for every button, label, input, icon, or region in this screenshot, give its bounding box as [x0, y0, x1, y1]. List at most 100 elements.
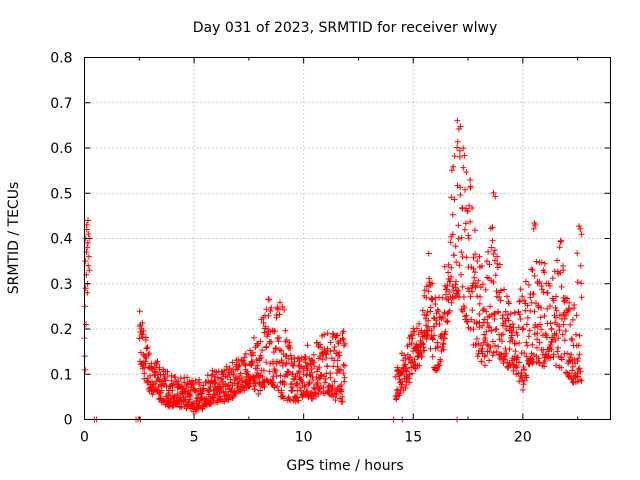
data-point [531, 272, 538, 279]
data-point [248, 351, 255, 358]
data-point [244, 368, 251, 375]
data-point [296, 355, 302, 362]
data-point [407, 354, 414, 361]
data-point [136, 335, 143, 342]
data-point [554, 257, 560, 264]
data-point [291, 376, 298, 383]
data-point [503, 350, 510, 357]
data-point [423, 336, 430, 342]
data-point [558, 283, 565, 290]
data-point [577, 368, 584, 375]
data-point [494, 253, 501, 260]
data-point [479, 345, 486, 352]
data-point [576, 365, 583, 372]
data-point [139, 331, 146, 338]
data-point [200, 385, 207, 392]
data-point [561, 298, 568, 305]
data-point [340, 336, 347, 343]
data-point [322, 375, 329, 382]
data-point [476, 311, 483, 318]
data-point [447, 278, 454, 285]
data-point [452, 284, 459, 291]
x-tick-label: 20 [514, 430, 532, 446]
data-point [331, 378, 338, 385]
data-point [329, 384, 336, 390]
data-point [516, 359, 523, 366]
data-point [314, 379, 321, 386]
data-point [416, 320, 422, 327]
data-point [511, 309, 518, 316]
data-point [445, 296, 452, 303]
data-point [525, 333, 532, 340]
data-point [497, 297, 504, 304]
data-point [166, 390, 173, 396]
data-point [316, 364, 323, 371]
data-point [522, 278, 529, 285]
data-point [321, 331, 328, 338]
data-point [455, 288, 462, 294]
data-point [446, 289, 453, 295]
data-point [516, 340, 523, 347]
data-point [155, 376, 162, 383]
data-point [319, 356, 326, 363]
data-point [544, 289, 551, 296]
data-point [273, 345, 279, 351]
data-point [212, 379, 219, 386]
data-point [489, 224, 496, 231]
data-point [473, 335, 480, 342]
data-point [445, 261, 452, 268]
data-point [512, 348, 519, 355]
data-point [569, 316, 576, 323]
data-point [286, 396, 293, 403]
data-point [477, 293, 484, 300]
data-point [547, 303, 553, 310]
data-point [254, 362, 261, 369]
data-point [448, 264, 455, 271]
data-point [324, 345, 331, 352]
data-point [495, 309, 502, 316]
data-point [558, 356, 565, 363]
data-point [544, 305, 551, 312]
data-point [144, 344, 151, 351]
data-point [562, 327, 569, 334]
data-point [177, 375, 184, 382]
data-point [445, 269, 452, 276]
data-point [413, 325, 420, 332]
data-point [401, 362, 408, 369]
data-point [307, 361, 314, 368]
data-point [548, 346, 555, 353]
data-point [440, 346, 447, 353]
x-tick-label: 15 [404, 430, 422, 446]
data-point [553, 293, 559, 300]
y-tick-label: 0.3 [50, 277, 72, 293]
data-point [253, 356, 260, 363]
data-point [239, 377, 246, 384]
data-point [505, 300, 512, 307]
data-point [433, 367, 440, 374]
data-point [295, 397, 302, 404]
data-point [274, 383, 281, 390]
data-point [169, 387, 176, 394]
data-point [478, 358, 485, 365]
data-point [549, 275, 556, 282]
data-point [547, 341, 554, 348]
data-point [489, 352, 496, 359]
data-point [241, 354, 248, 361]
data-point [464, 208, 471, 215]
data-point [316, 385, 323, 392]
data-point [515, 354, 522, 361]
data-point [449, 294, 456, 300]
data-point [475, 277, 482, 284]
data-point [461, 305, 468, 311]
data-point [461, 152, 468, 159]
data-point [152, 380, 158, 387]
data-point [530, 352, 537, 358]
data-point [162, 377, 169, 384]
data-point [271, 384, 278, 391]
data-point [556, 244, 563, 251]
data-point [490, 251, 497, 257]
data-point [560, 267, 567, 274]
data-point [576, 332, 583, 339]
data-point [146, 350, 153, 357]
data-point [85, 253, 92, 260]
